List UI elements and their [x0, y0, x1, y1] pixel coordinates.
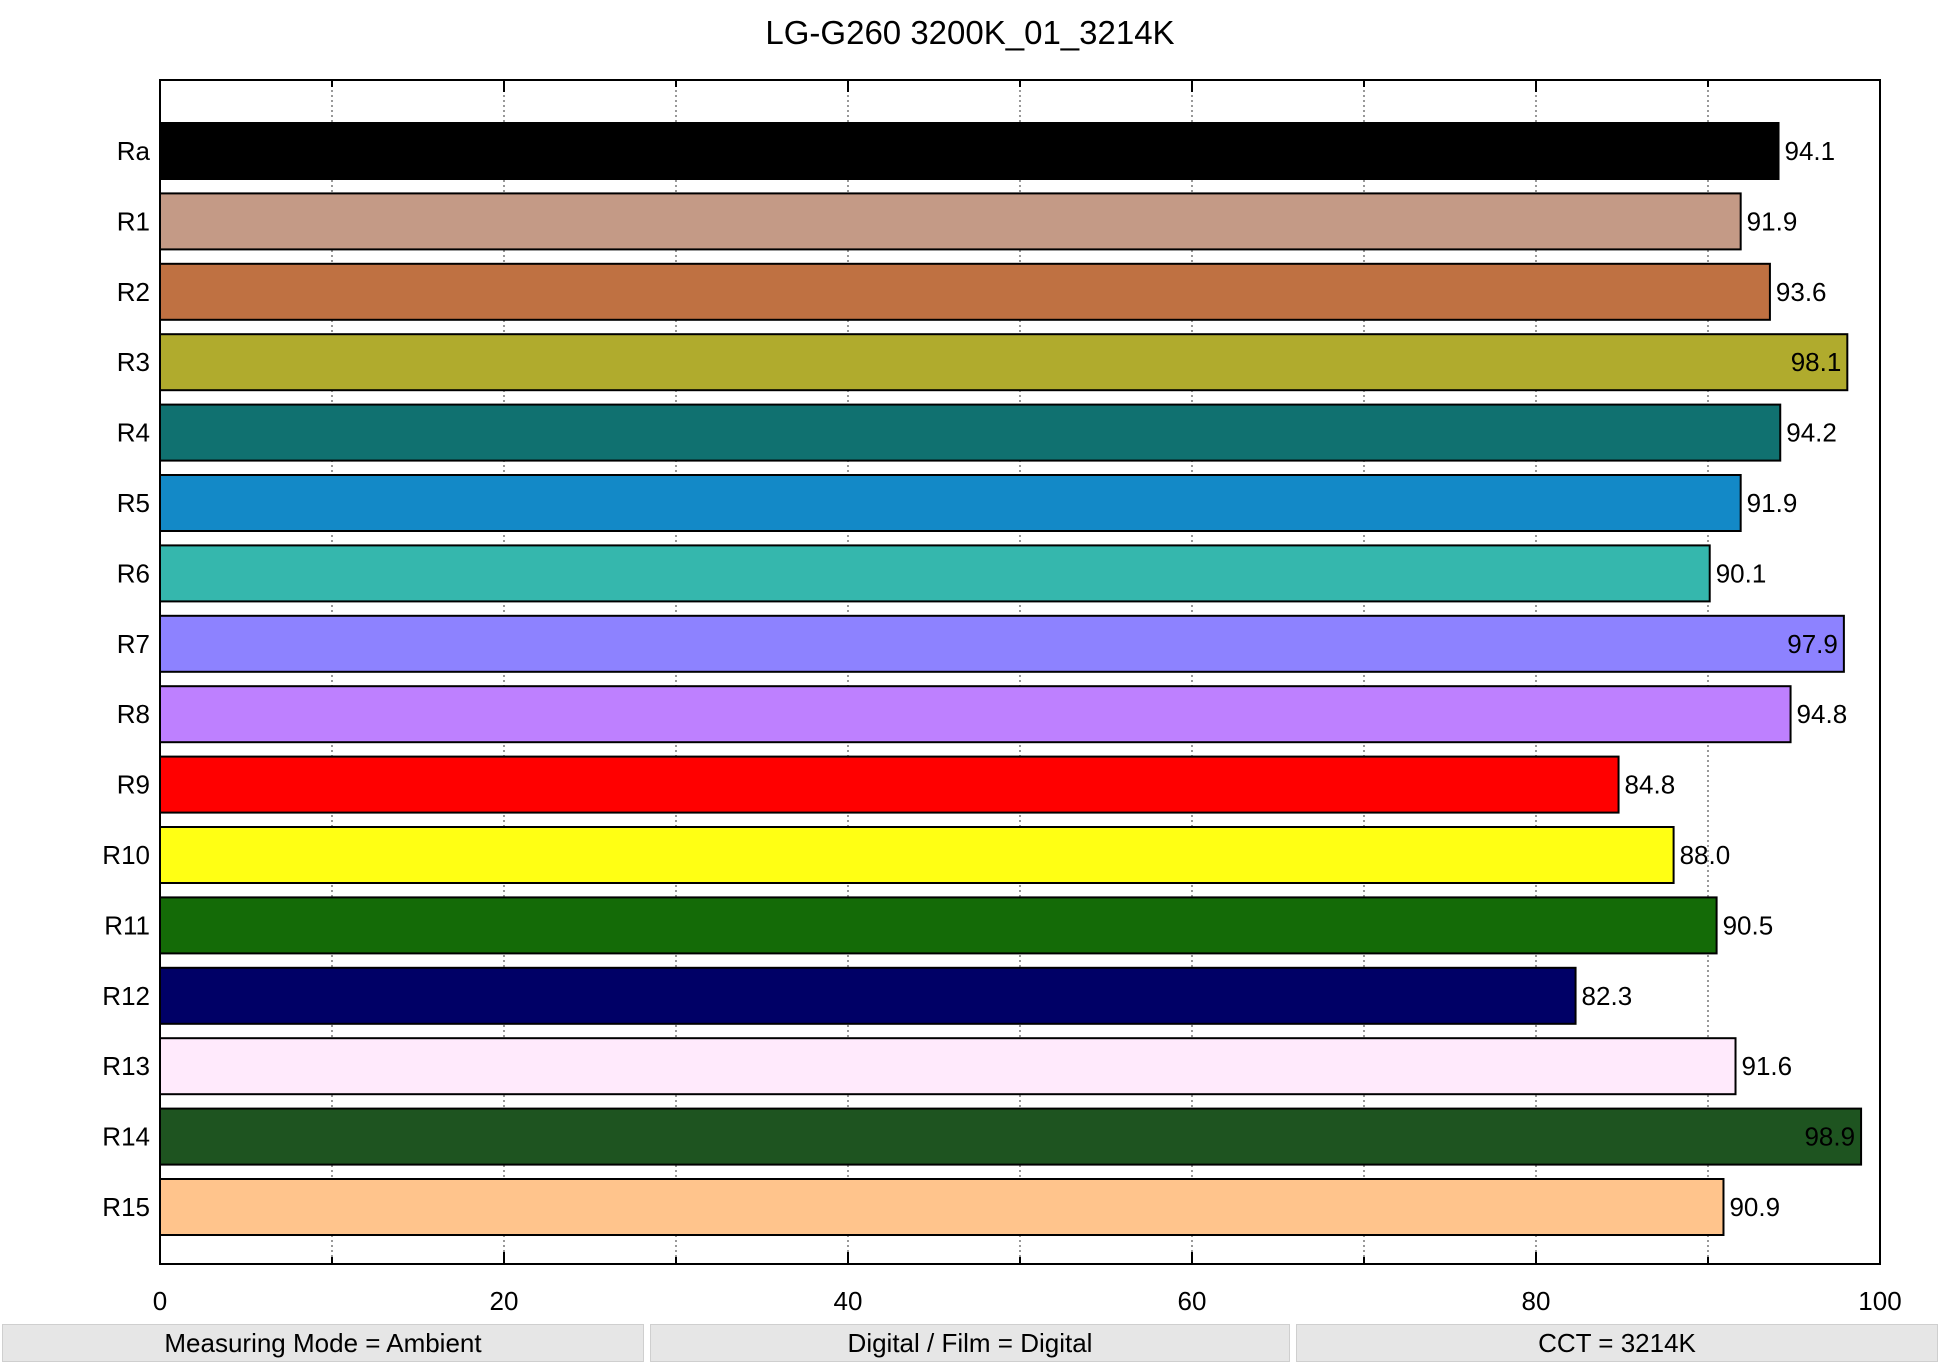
value-label: 84.8 [1625, 770, 1676, 800]
category-label: R13 [102, 1051, 150, 1081]
plot-frame [159, 79, 1881, 1265]
value-label: 94.1 [1785, 136, 1836, 166]
category-label: Ra [117, 136, 151, 166]
value-label: 94.8 [1797, 699, 1848, 729]
category-label: R1 [117, 206, 150, 236]
value-label: 93.6 [1776, 277, 1827, 307]
category-label: R8 [117, 699, 150, 729]
bar [159, 333, 1849, 392]
bar [159, 122, 1780, 180]
value-label: 90.1 [1716, 558, 1767, 588]
value-label: 91.9 [1747, 206, 1798, 236]
bar [159, 403, 1782, 462]
category-label: R11 [104, 910, 150, 940]
x-tick-label: 40 [834, 1286, 863, 1316]
category-label: R15 [102, 1192, 150, 1222]
bar-chart: LG-G260 3200K_01_3214K 0 20 40 60 80 100 Ra 94.… [102, 14, 1901, 1316]
value-label: 97.9 [1787, 629, 1838, 659]
value-label: 82.3 [1582, 981, 1633, 1011]
x-tick-label: 100 [1858, 1286, 1901, 1316]
category-label: R3 [117, 347, 150, 377]
category-label: R12 [102, 981, 150, 1011]
x-tick-label: 60 [1178, 1286, 1207, 1316]
bar [159, 896, 1718, 955]
category-label: R7 [117, 629, 150, 659]
x-tick-label: 80 [1522, 1286, 1551, 1316]
bar [159, 1178, 1725, 1236]
value-label: 90.5 [1723, 910, 1774, 940]
measuring-mode-status: Measuring Mode = Ambient [2, 1324, 644, 1362]
value-label: 88.0 [1680, 840, 1731, 870]
value-label: 98.9 [1804, 1122, 1855, 1152]
category-label: R10 [102, 840, 150, 870]
category-label: R5 [117, 488, 150, 518]
bar [159, 826, 1675, 884]
x-tick-label: 0 [153, 1286, 167, 1316]
bar [159, 966, 1577, 1025]
bar [159, 614, 1845, 673]
labels: 0 20 40 60 80 100 Ra 94.1 R1 91.9 R2 93.6 R3 98.1 R4 94… [102, 136, 1901, 1316]
bar [159, 755, 1620, 814]
category-label: R4 [117, 418, 150, 448]
value-label: 98.1 [1791, 347, 1842, 377]
value-label: 91.9 [1747, 488, 1798, 518]
digital-film-status: Digital / Film = Digital [650, 1324, 1290, 1362]
category-label: R2 [117, 277, 150, 307]
bar [159, 1107, 1863, 1166]
status-bar: Measuring Mode = Ambient Digital / Film … [0, 1320, 1940, 1366]
bar [159, 685, 1792, 744]
value-label: 94.2 [1786, 418, 1837, 448]
bar [159, 262, 1771, 321]
bars [159, 122, 1863, 1236]
bar [159, 192, 1742, 251]
bar [159, 1037, 1737, 1096]
value-label: 90.9 [1729, 1192, 1780, 1222]
value-label: 91.6 [1742, 1051, 1793, 1081]
category-label: R14 [102, 1122, 150, 1152]
bar [159, 474, 1742, 532]
category-label: R6 [117, 558, 150, 588]
x-tick-label: 20 [490, 1286, 519, 1316]
category-label: R9 [117, 770, 150, 800]
cct-status: CCT = 3214K [1296, 1324, 1938, 1362]
bar [159, 544, 1711, 603]
chart-title: LG-G260 3200K_01_3214K [765, 14, 1174, 51]
